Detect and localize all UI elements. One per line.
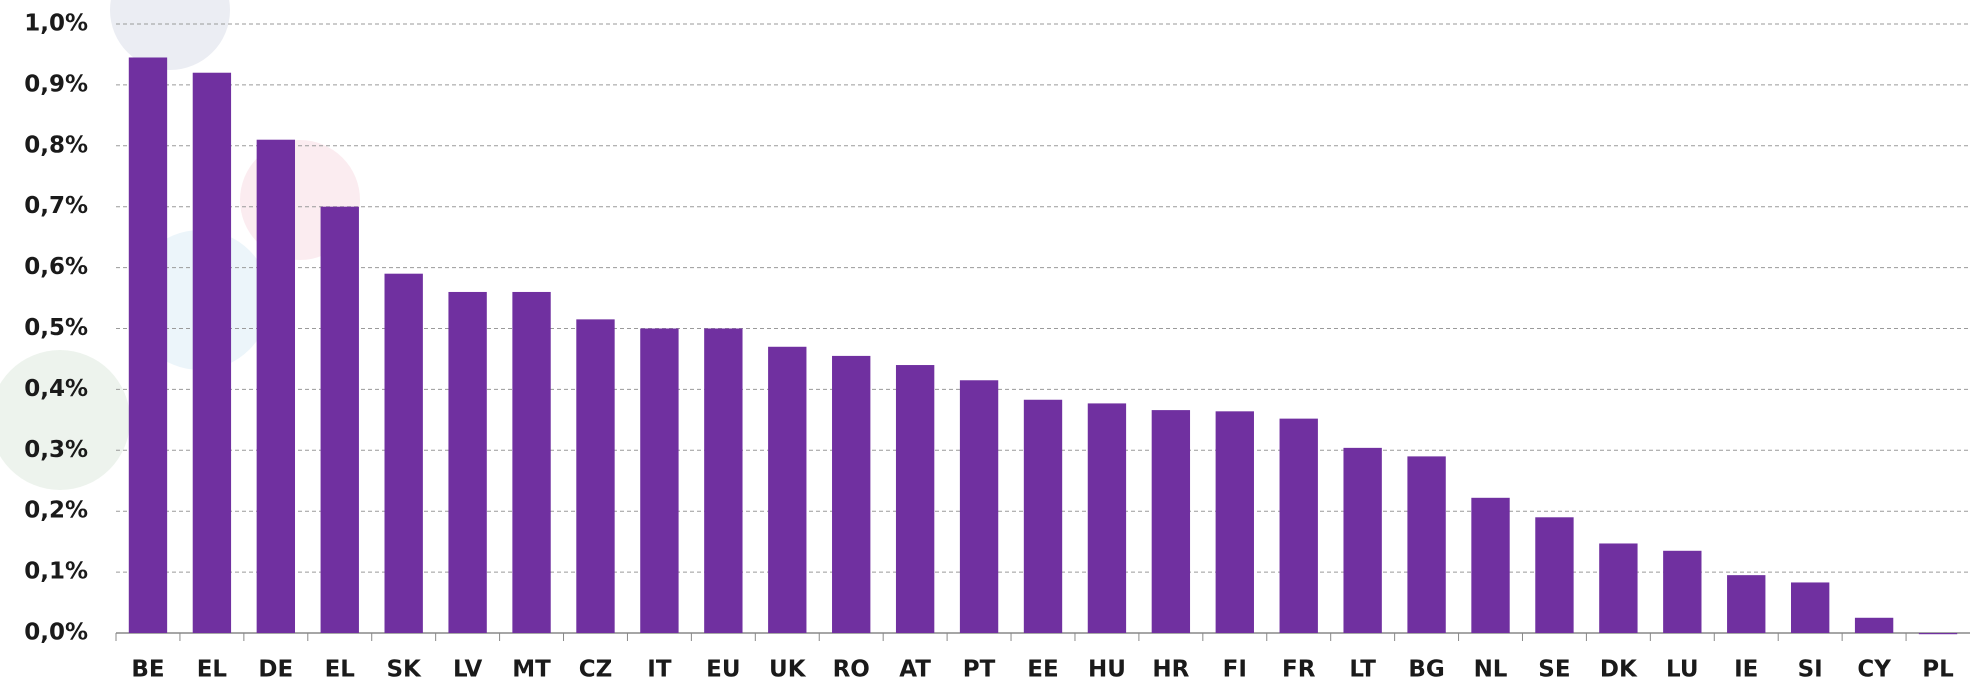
bar	[1151, 410, 1191, 633]
bar	[768, 346, 807, 633]
bar	[1215, 411, 1254, 633]
x-tick-label: CY	[1857, 657, 1891, 683]
x-tick-label: IT	[647, 657, 672, 683]
y-tick-label: 0,8%	[24, 132, 88, 158]
x-tick-label: EL	[325, 657, 356, 683]
bar	[448, 291, 487, 633]
x-tick-label: MT	[512, 657, 551, 683]
x-tick-label: RO	[833, 657, 870, 683]
bar	[704, 328, 743, 633]
x-tick-label: FR	[1282, 657, 1316, 683]
bar	[384, 273, 423, 633]
x-tick-label: BG	[1408, 657, 1444, 683]
bar	[1790, 582, 1830, 633]
bar	[512, 291, 551, 633]
x-tick-label: PT	[963, 657, 996, 683]
x-tick-label: BE	[131, 657, 164, 683]
y-tick-label: 1,0%	[24, 11, 88, 37]
x-tick-label: NL	[1474, 657, 1508, 683]
x-tick-label: SK	[386, 657, 422, 683]
x-tick-label: SI	[1798, 657, 1823, 683]
y-tick-label: 0,0%	[24, 620, 88, 646]
y-tick-label: 0,2%	[24, 498, 88, 524]
bar	[640, 328, 679, 633]
x-tick-label: FI	[1223, 657, 1247, 683]
x-tick-label: LV	[453, 657, 482, 683]
bar	[128, 57, 168, 634]
bar	[1599, 543, 1638, 633]
y-tick-label: 0,5%	[24, 315, 88, 341]
bar	[1279, 418, 1318, 633]
y-tick-label: 0,1%	[24, 559, 88, 585]
bar	[192, 72, 232, 634]
bar	[1087, 403, 1127, 633]
x-tick-label: CZ	[579, 657, 613, 683]
y-tick-label: 0,4%	[24, 376, 88, 402]
bar	[1407, 456, 1446, 633]
y-tick-label: 0,9%	[24, 71, 88, 97]
bar	[832, 355, 871, 633]
x-tick-label: DE	[258, 657, 293, 683]
bar	[256, 139, 296, 633]
x-tick-label: SE	[1538, 657, 1570, 683]
y-tick-label: 0,7%	[24, 193, 88, 219]
x-tick-label: LT	[1349, 657, 1376, 683]
bar	[959, 380, 999, 633]
x-tick-label: AT	[899, 657, 931, 683]
bar	[1471, 497, 1510, 633]
x-tick-label: EU	[706, 657, 740, 683]
bar	[1727, 575, 1766, 633]
x-tick-label: HR	[1152, 657, 1189, 683]
x-tick-label: UK	[769, 657, 807, 683]
bar	[320, 206, 359, 633]
bar	[1918, 633, 1958, 635]
x-tick-label: LU	[1666, 657, 1699, 683]
x-tick-label: IE	[1734, 657, 1758, 683]
x-tick-label: EE	[1027, 657, 1058, 683]
bar	[576, 319, 615, 633]
y-tick-label: 0,6%	[24, 254, 88, 280]
x-tick-label: HU	[1088, 657, 1126, 683]
bar	[1535, 517, 1574, 633]
bar	[1343, 447, 1382, 633]
x-tick-label: DK	[1600, 657, 1638, 683]
x-tick-label: EL	[197, 657, 228, 683]
x-tick-label: PL	[1922, 657, 1954, 683]
bar	[1663, 550, 1702, 633]
bar	[1023, 399, 1063, 633]
y-tick-label: 0,3%	[24, 437, 88, 463]
bar	[895, 365, 935, 633]
bar	[1854, 617, 1894, 633]
